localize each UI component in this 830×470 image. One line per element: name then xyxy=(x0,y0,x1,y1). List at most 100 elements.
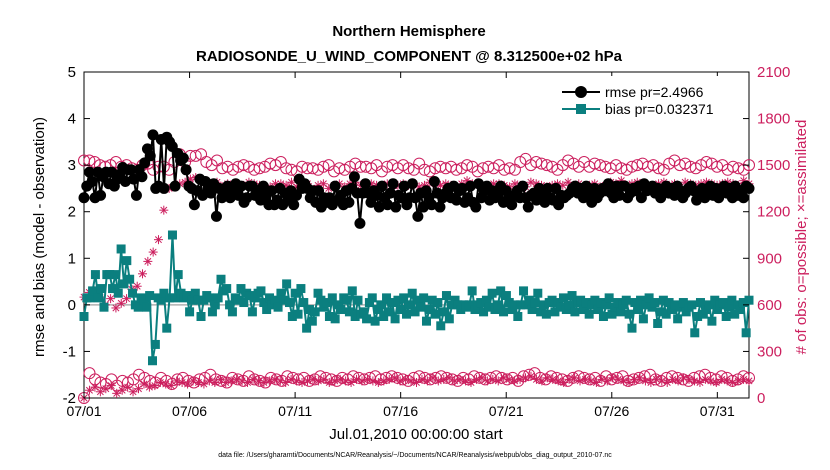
assimilated_obs_lower-point xyxy=(232,374,242,384)
bias-point xyxy=(393,295,403,305)
bias-point xyxy=(282,279,292,289)
bias-point xyxy=(570,307,580,317)
bias-point xyxy=(259,298,269,308)
bias-point xyxy=(290,288,300,298)
bias-point xyxy=(450,295,460,305)
bias-point xyxy=(470,305,480,315)
bias-point xyxy=(245,291,255,301)
assimilated_obs_lower-point xyxy=(499,373,509,383)
assimilated_obs_lower-point xyxy=(679,373,689,383)
rmse-point xyxy=(180,164,192,176)
rmse-point xyxy=(128,173,140,185)
assimilated_obs_lower-point xyxy=(384,374,394,384)
assimilated_obs_lower-point xyxy=(668,374,678,384)
bias-point xyxy=(99,302,109,312)
legend-rmse-marker xyxy=(575,86,587,98)
possible_obs_upper-point xyxy=(700,156,713,169)
assimilated_obs_upper-point xyxy=(132,281,142,291)
bias-point xyxy=(133,302,143,312)
assimilated_obs_lower-point xyxy=(559,377,569,387)
possible_obs_upper-point xyxy=(652,162,665,175)
bias-point xyxy=(633,305,643,315)
possible_obs_upper-point xyxy=(253,162,266,175)
rmse-point xyxy=(205,187,217,199)
assimilated_obs_lower-point xyxy=(477,373,487,383)
assimilated_obs_lower-point xyxy=(302,376,312,386)
possible_obs_upper-point xyxy=(503,162,516,175)
bias-point xyxy=(501,291,511,301)
assimilated_obs_lower-point xyxy=(722,376,732,386)
left-tick-label: 4 xyxy=(68,111,76,128)
assimilated_obs_lower-point xyxy=(101,384,111,394)
plot-frame xyxy=(83,71,750,399)
bias-point xyxy=(173,270,183,280)
assimilated_obs_lower-point xyxy=(657,376,667,386)
possible_obs_upper-point xyxy=(402,162,415,175)
bias-point xyxy=(199,295,209,305)
bias-point xyxy=(125,274,135,284)
assimilated_obs_lower-point xyxy=(297,377,307,387)
assimilated_obs_lower-point xyxy=(264,376,274,386)
bias-point xyxy=(207,307,217,317)
bias-point xyxy=(402,309,412,319)
bias-point xyxy=(156,295,166,305)
assimilated_obs_lower-point xyxy=(439,374,449,384)
bias-point xyxy=(122,256,132,266)
possible_obs_upper-point xyxy=(732,162,745,175)
assimilated_obs_lower-point xyxy=(395,376,405,386)
assimilated_obs_lower-point xyxy=(362,374,372,384)
bias-point xyxy=(581,298,591,308)
possible_obs_upper-point xyxy=(280,162,293,175)
possible_obs_upper-point xyxy=(317,160,330,173)
rmse-point xyxy=(343,196,355,208)
assimilated_obs_lower-point xyxy=(640,376,650,386)
rmse-point xyxy=(602,178,614,190)
rmse-point xyxy=(470,201,482,213)
rmse-point xyxy=(417,201,429,213)
bias-point xyxy=(741,328,751,338)
assimilated_obs_lower-point xyxy=(90,382,100,392)
bias-point xyxy=(296,284,306,294)
right-tick-label: 1800 xyxy=(757,111,790,128)
possible_obs_upper-point xyxy=(540,159,553,172)
bias-point xyxy=(304,305,314,315)
rmse-point xyxy=(158,182,170,194)
possible_obs_lower-point xyxy=(523,368,536,381)
bias-point xyxy=(416,302,426,312)
bias-point xyxy=(159,288,169,298)
assimilated_obs_lower-point xyxy=(510,376,520,386)
assimilated_obs_lower-point xyxy=(270,374,280,384)
assimilated_obs_lower-point xyxy=(515,374,525,384)
bias-point xyxy=(362,314,372,324)
rmse-point xyxy=(743,182,755,194)
bias-point xyxy=(553,298,563,308)
x-tick-label: 07/21 xyxy=(489,403,524,419)
bias-point xyxy=(530,298,540,308)
possible_obs_lower-point xyxy=(666,370,679,383)
assimilated_obs_lower-point xyxy=(728,377,738,387)
bias-point xyxy=(119,279,129,289)
bias-point xyxy=(607,309,617,319)
bias-point xyxy=(733,300,743,310)
bias-point xyxy=(667,305,677,315)
bias-point xyxy=(735,305,745,315)
bias-point xyxy=(262,305,272,315)
bias-point xyxy=(496,286,506,296)
assimilated_obs_lower-point xyxy=(259,377,269,387)
bias-point xyxy=(479,307,489,317)
bias-point xyxy=(658,295,668,305)
assimilated_obs_lower-point xyxy=(308,374,318,384)
bias-point xyxy=(510,300,520,310)
bias-point xyxy=(718,298,728,308)
assimilated_obs_lower-point xyxy=(450,376,460,386)
bias-point xyxy=(730,309,740,319)
bias-point xyxy=(744,295,754,305)
bias-point xyxy=(413,295,423,305)
right-y-axis-label: # of obs: o=possible; ×=assimilated xyxy=(793,120,810,355)
possible_obs_upper-point xyxy=(711,160,724,173)
assimilated_obs_lower-point xyxy=(613,374,623,384)
bias-point xyxy=(105,270,115,280)
bias-point xyxy=(578,305,588,315)
assimilated_obs_lower-point xyxy=(608,373,618,383)
bias-point xyxy=(598,312,608,321)
